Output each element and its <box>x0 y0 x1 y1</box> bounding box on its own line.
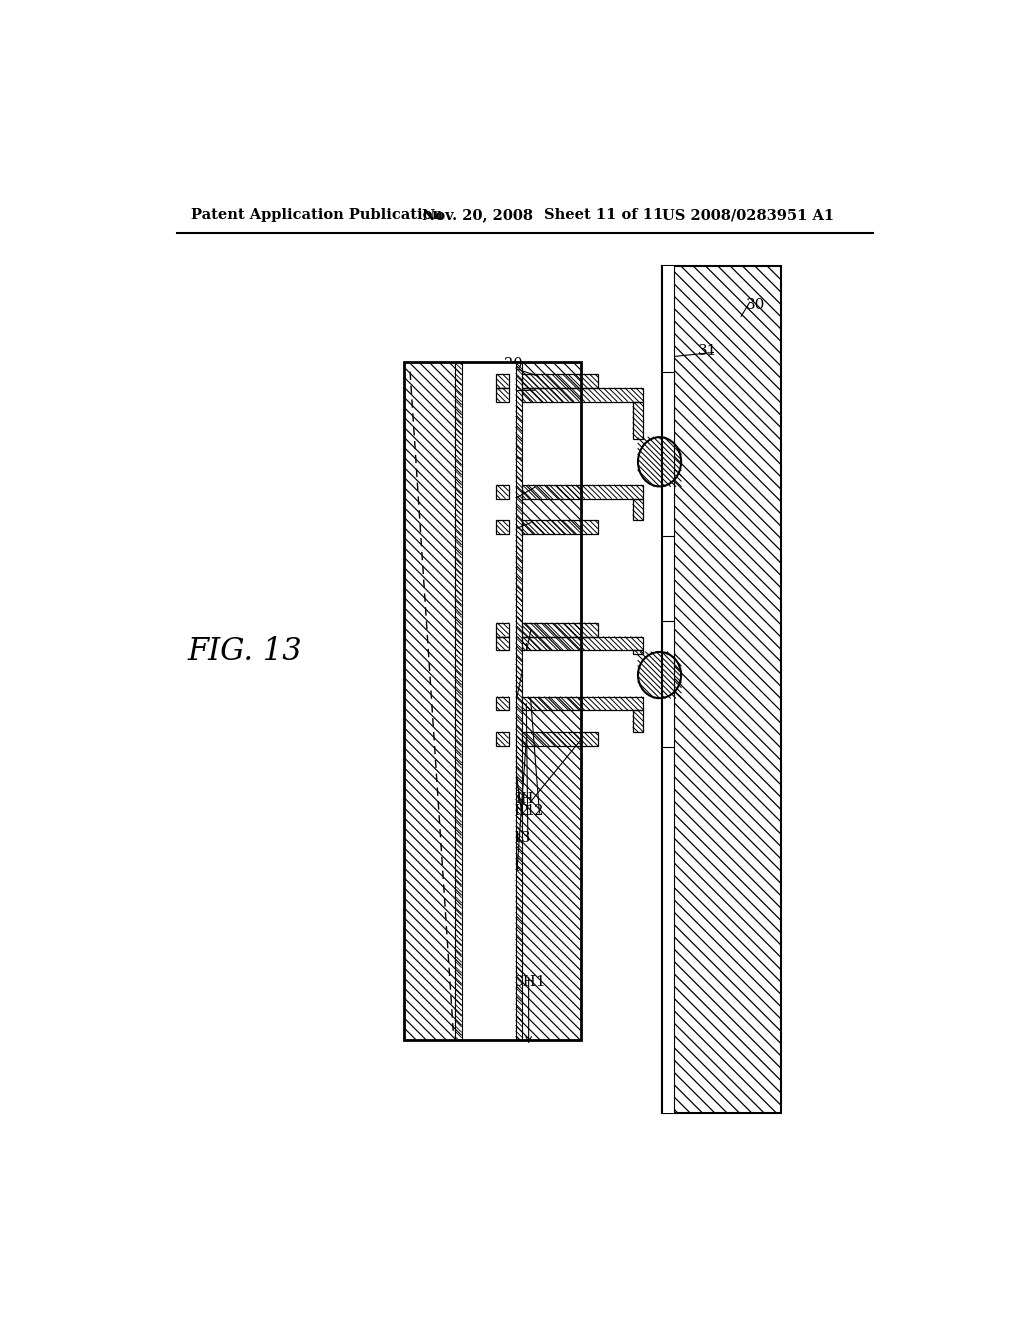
Bar <box>662 267 674 1113</box>
Bar <box>662 267 781 1113</box>
Bar <box>515 363 522 1040</box>
Bar <box>522 388 643 401</box>
Text: Sheet 11 of 11: Sheet 11 of 11 <box>544 209 664 222</box>
Bar <box>633 499 643 520</box>
Bar <box>522 401 633 484</box>
Text: 23: 23 <box>479 447 498 462</box>
Text: 11: 11 <box>472 698 490 711</box>
Bar <box>462 363 515 1040</box>
Text: CH2: CH2 <box>496 804 529 817</box>
Bar <box>522 651 633 697</box>
Bar <box>497 623 509 636</box>
Text: 21: 21 <box>484 498 503 512</box>
Text: 13: 13 <box>512 830 531 845</box>
Text: 22: 22 <box>472 640 490 655</box>
Bar <box>497 636 509 651</box>
Text: Nov. 20, 2008: Nov. 20, 2008 <box>422 209 532 222</box>
Bar <box>522 623 598 636</box>
Bar <box>455 363 462 1040</box>
Bar <box>522 733 598 746</box>
Bar <box>497 388 509 401</box>
Bar <box>403 363 462 1040</box>
Bar <box>403 363 581 1040</box>
Bar <box>522 374 598 388</box>
Text: 20: 20 <box>478 529 497 543</box>
Text: 15: 15 <box>488 754 507 767</box>
Text: 31: 31 <box>698 345 718 358</box>
Bar <box>522 484 643 499</box>
Bar <box>633 710 643 733</box>
Bar <box>581 363 662 1040</box>
Bar <box>633 401 643 438</box>
Text: US 2008/0283951 A1: US 2008/0283951 A1 <box>662 209 834 222</box>
Bar <box>522 535 598 623</box>
Text: 10: 10 <box>472 598 490 612</box>
Text: 21: 21 <box>495 380 513 395</box>
Text: Patent Application Publication: Patent Application Publication <box>190 209 442 222</box>
Text: IH: IH <box>515 792 535 807</box>
Bar <box>633 651 643 653</box>
Text: CH1: CH1 <box>511 975 546 989</box>
Bar <box>662 622 674 747</box>
Bar <box>497 520 509 535</box>
Text: 14: 14 <box>502 859 520 874</box>
Bar <box>497 697 509 710</box>
Bar <box>497 374 509 388</box>
Bar <box>515 363 581 1040</box>
Text: 30: 30 <box>746 298 766 312</box>
Text: FIG. 13: FIG. 13 <box>187 636 302 667</box>
Bar <box>662 372 674 536</box>
Text: 20: 20 <box>504 356 522 371</box>
Bar <box>522 697 643 710</box>
Bar <box>497 733 509 746</box>
Bar <box>522 636 643 651</box>
Bar <box>497 484 509 499</box>
Text: 12: 12 <box>525 804 543 817</box>
Bar <box>522 520 598 535</box>
